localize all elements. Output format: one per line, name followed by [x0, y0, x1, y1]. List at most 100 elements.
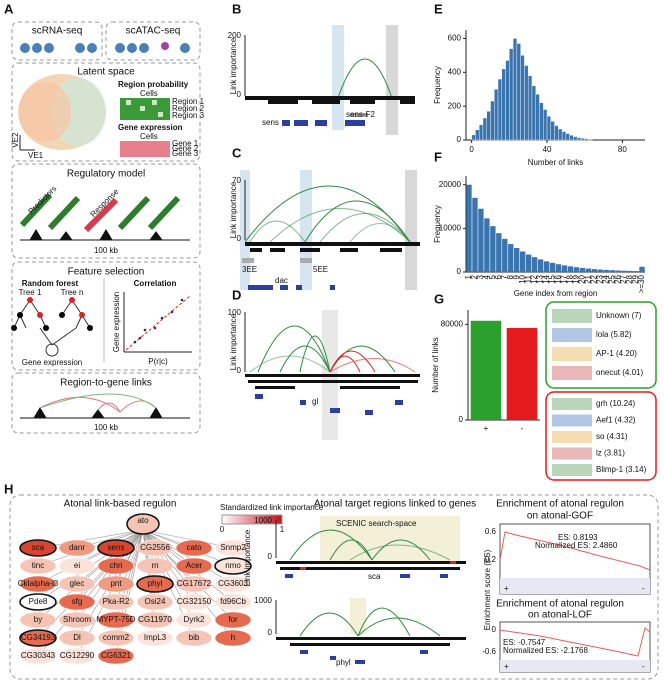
row-label: Region 3: [172, 111, 205, 120]
bar: [580, 138, 585, 141]
gene-label: sens: [262, 118, 279, 127]
row-label: Region 2: [172, 104, 205, 113]
motif-logo: [552, 366, 592, 380]
bar: [588, 138, 593, 141]
bar: [490, 100, 495, 141]
panel-label: G: [434, 291, 444, 306]
tick-label: 1000: [254, 596, 272, 605]
x-tick-label: 26: [613, 274, 622, 283]
section-title: on atonal-GOF: [527, 511, 593, 522]
gene-node: [19, 593, 57, 611]
gene-node: [175, 611, 213, 629]
nucleosomes: [20, 43, 190, 53]
gene-label: danr: [69, 543, 85, 552]
box: [11, 372, 201, 434]
motif-label: Blimp-1 (3.14): [596, 465, 647, 474]
link-arcs: [244, 185, 411, 243]
x-tick-label: 4: [482, 274, 491, 279]
gene-node: [214, 611, 252, 629]
bar: [546, 116, 551, 141]
gene-label: Osi24: [145, 597, 166, 606]
scale-label: 100 kb: [94, 423, 119, 432]
axis-label: Enrichment score (ES): [483, 549, 492, 630]
x-tick-label: 22: [589, 274, 598, 283]
nes-text: Normalized ES: 2.4860: [535, 541, 618, 550]
gene-label: CG6321: [101, 651, 131, 660]
gene-node: [136, 629, 174, 647]
gene-label: for: [228, 615, 238, 624]
x-tick-label: 25: [607, 274, 616, 283]
gene-node: [19, 557, 57, 575]
gene-node: [58, 629, 96, 647]
gene-label: phyl: [336, 658, 351, 667]
gene-track: [300, 650, 428, 664]
row-label: Gene 1: [172, 139, 199, 148]
section-title: on atonal-LOF: [528, 610, 592, 621]
region-label: sens-F2: [346, 110, 375, 119]
bar: [561, 131, 567, 141]
gene-label: CkIalpha-i3: [18, 579, 59, 588]
bar: [531, 257, 538, 272]
gene-node: [214, 575, 252, 593]
bar: [609, 270, 615, 272]
motif-logo: [552, 464, 592, 476]
x-tick-label: 80: [618, 145, 627, 154]
bar: [520, 55, 525, 141]
panel-label: H: [4, 481, 13, 496]
bar: [549, 262, 556, 272]
tf-label: ato: [137, 516, 149, 525]
legend-tick: 1: [280, 525, 285, 534]
peaks: [20, 407, 190, 419]
gene-node: [97, 593, 135, 611]
rank-strip: [500, 660, 650, 672]
x-tick-label: 23: [595, 274, 604, 283]
x-tick-label: 40: [543, 145, 552, 154]
omics-label: scRNA-seq: [32, 26, 83, 37]
es-curve: [499, 627, 651, 657]
response-bar: [83, 197, 119, 233]
links: [39, 397, 157, 413]
enhancer: [350, 113, 368, 117]
gene-label: bib: [189, 633, 200, 642]
axis-label: Link importance: [229, 37, 238, 94]
x-tick-label: 17: [560, 274, 569, 283]
x-tick-label: 13: [536, 274, 545, 283]
tick-label: 0: [237, 366, 242, 375]
gene-label: fd96Cb: [220, 597, 246, 606]
predictors-label: Predictors: [27, 184, 59, 216]
gene-label: tinc: [32, 561, 44, 570]
y-tick-label: 20000: [439, 180, 462, 189]
tick-label: 70: [232, 176, 241, 185]
gene-label: nmo: [225, 561, 241, 570]
tick-label: 0: [492, 625, 497, 634]
bar: [576, 137, 582, 141]
trend: [125, 295, 191, 351]
y-tick-label: 600: [448, 34, 462, 43]
legend-title: Standardized link importance: [220, 503, 324, 512]
gene-node: [97, 611, 135, 629]
motif-logo: [552, 328, 592, 342]
motif-logo: [552, 398, 592, 410]
y-axis-label: Number of links: [431, 337, 440, 393]
gene-label: chn: [110, 561, 123, 570]
bar: [472, 197, 478, 272]
gene-node: [58, 539, 96, 557]
bar: [508, 244, 514, 272]
axis-label: Link importance: [243, 529, 252, 586]
gene-node: [214, 539, 252, 557]
bar: [567, 266, 574, 272]
matrix-axis: Cells: [140, 132, 158, 141]
edge: [142, 529, 156, 585]
x-tick-label: 9: [512, 274, 521, 279]
bar: [497, 78, 503, 141]
gene-node: [175, 593, 213, 611]
region: [300, 567, 306, 570]
bar: [573, 136, 578, 141]
bar: [512, 38, 518, 141]
omics-label: scATAC-seq: [126, 26, 181, 37]
gene-label: h: [231, 633, 235, 642]
x-tick-label: 18: [566, 274, 575, 283]
gene-label: comm2: [103, 633, 130, 642]
es-curve: [499, 531, 651, 571]
x-tick-label: 24: [601, 274, 610, 283]
